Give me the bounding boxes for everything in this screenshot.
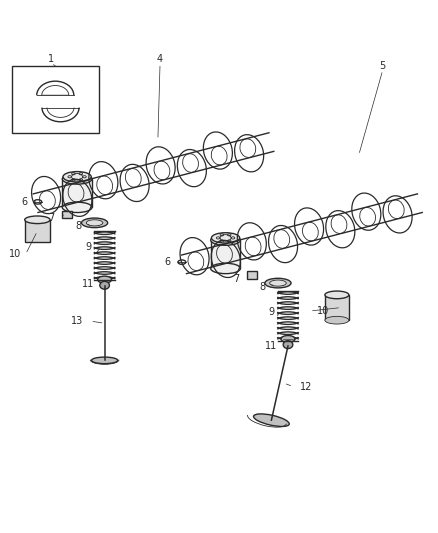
Ellipse shape (86, 220, 103, 226)
Ellipse shape (211, 263, 240, 273)
Ellipse shape (325, 291, 349, 298)
Bar (62, 211, 72, 219)
Ellipse shape (92, 357, 118, 364)
Ellipse shape (283, 341, 293, 349)
Text: 11: 11 (82, 279, 94, 289)
Ellipse shape (63, 172, 91, 182)
Ellipse shape (62, 202, 92, 213)
Bar (62, 179, 92, 207)
Ellipse shape (98, 276, 112, 283)
Ellipse shape (270, 280, 286, 286)
Text: 6: 6 (21, 197, 28, 207)
Text: 12: 12 (300, 382, 312, 392)
Bar (325, 295, 349, 320)
Text: 9: 9 (268, 308, 275, 317)
Text: 1: 1 (48, 54, 54, 64)
Text: 4: 4 (157, 54, 163, 64)
Ellipse shape (325, 317, 349, 324)
Ellipse shape (100, 281, 110, 289)
Text: 10: 10 (9, 249, 21, 259)
Text: 9: 9 (85, 242, 91, 252)
Text: 5: 5 (380, 61, 386, 71)
Bar (12, 66, 99, 133)
Ellipse shape (211, 235, 240, 245)
Ellipse shape (212, 233, 240, 243)
Text: 6: 6 (164, 257, 170, 267)
Ellipse shape (281, 335, 295, 343)
Text: 10: 10 (317, 306, 329, 316)
Ellipse shape (62, 174, 92, 184)
Text: 8: 8 (75, 221, 81, 231)
Bar (247, 271, 257, 279)
Bar (25, 220, 50, 243)
Bar (211, 240, 240, 269)
Text: 13: 13 (71, 316, 83, 326)
Ellipse shape (265, 278, 291, 288)
Ellipse shape (81, 218, 108, 228)
Text: 7: 7 (233, 274, 240, 284)
Ellipse shape (254, 414, 289, 426)
Text: 7: 7 (48, 214, 54, 223)
Ellipse shape (25, 216, 50, 223)
Text: 8: 8 (260, 281, 266, 292)
Text: 11: 11 (265, 341, 278, 351)
